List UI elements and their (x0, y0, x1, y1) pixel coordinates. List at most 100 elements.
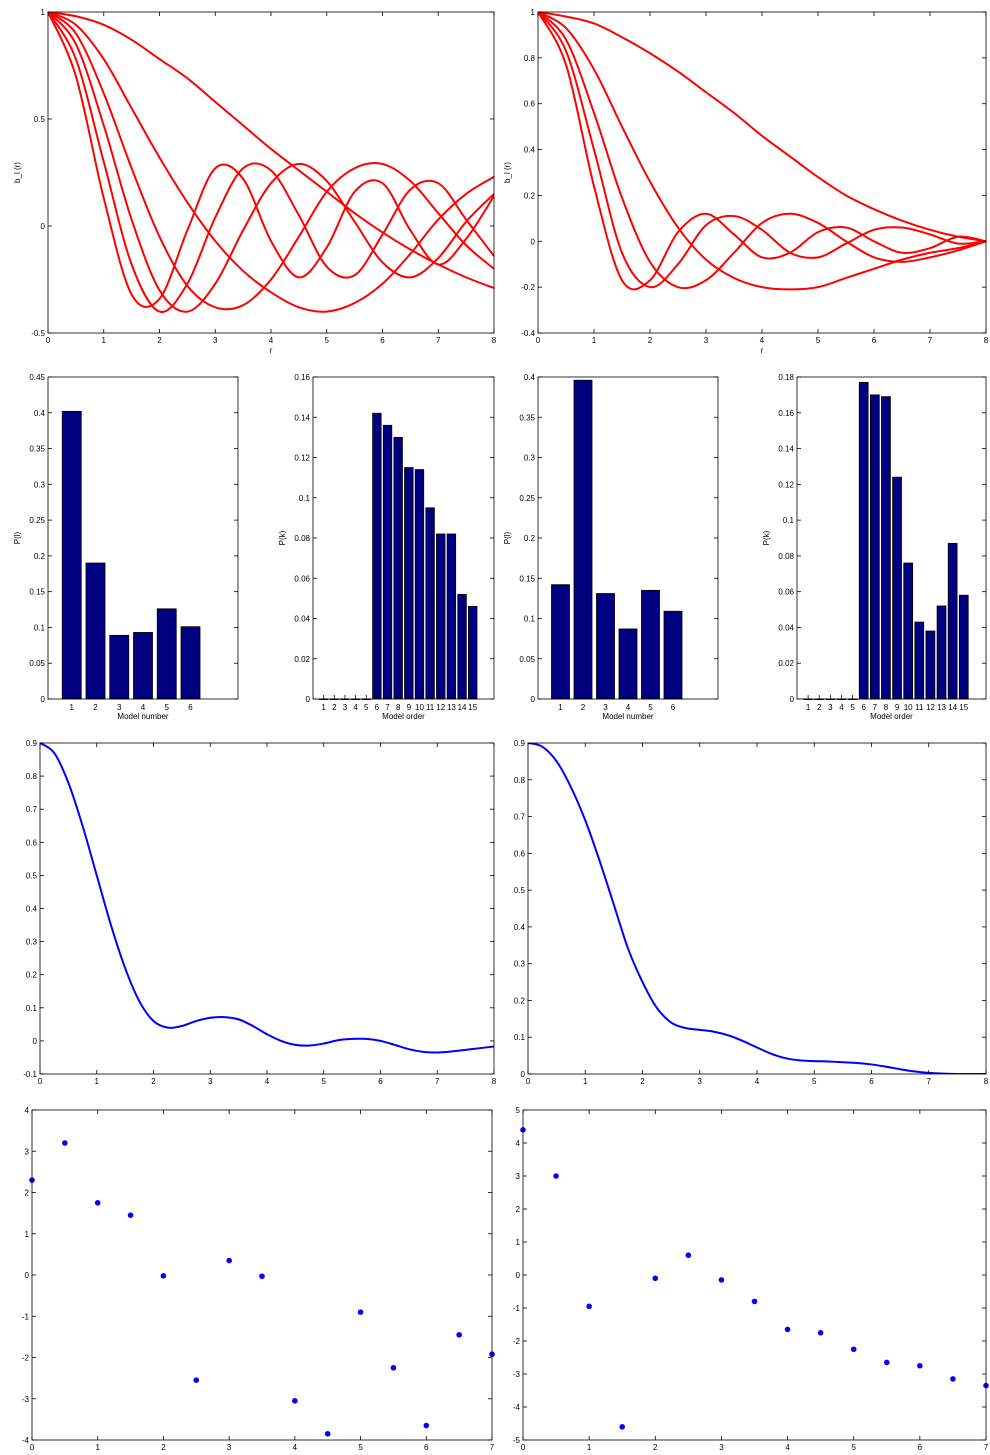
y-tick-label: -2 (22, 1354, 30, 1363)
y-tick-label: 0.25 (519, 494, 535, 503)
x-tick-label: 5 (358, 1443, 363, 1452)
x-tick-label: 2 (93, 703, 98, 712)
y-axis-label: P(l) (503, 531, 512, 544)
axes-frame (527, 742, 987, 1075)
bar (414, 469, 425, 700)
axes-frame (537, 11, 987, 334)
data-point (784, 1326, 791, 1333)
bar (869, 394, 880, 700)
x-tick-label: 5 (851, 1443, 856, 1452)
x-tick-label: 9 (895, 703, 900, 712)
x-tick-label: 9 (407, 703, 412, 712)
series-line-4 (538, 12, 986, 289)
x-tick-label: 5 (816, 336, 821, 345)
x-tick-label: 4 (626, 703, 631, 712)
y-tick-label: 0.9 (514, 739, 526, 748)
x-tick-label: 8 (492, 1077, 497, 1086)
series-line-6 (48, 12, 494, 308)
x-tick-label: 4 (269, 336, 274, 345)
y-tick-label: 0.16 (294, 373, 310, 382)
bar (436, 533, 446, 700)
chart-panel-6: 1 2 3 4 5 6 7 8 9 10 11 12 13 14 1500.020.040.060.080.… (762, 373, 987, 721)
y-tick-label: -0.1 (23, 1070, 37, 1079)
x-axis-label: Model order (870, 712, 913, 721)
chart-panel-9: 0 1 2 3 4 5 6 7 -4 -3 -2 -1 0 1 2 3 4 (22, 1106, 495, 1452)
x-tick-label: 3 (603, 703, 608, 712)
y-tick-label: 0.4 (514, 923, 526, 932)
x-tick-label: 12 (926, 703, 935, 712)
y-tick-label: 0.1 (299, 494, 311, 503)
x-tick-label: 1 (321, 703, 326, 712)
y-tick-label: 0 (25, 1271, 30, 1280)
y-tick-label: 2 (516, 1205, 521, 1214)
y-tick-label: 0.05 (29, 659, 45, 668)
y-tick-label: -1 (22, 1312, 30, 1321)
y-tick-label: 0.7 (26, 805, 38, 814)
x-tick-label: 7 (436, 336, 441, 345)
bar (61, 410, 82, 700)
bar (382, 424, 393, 700)
data-point (357, 1309, 364, 1315)
y-tick-label: 0.3 (514, 960, 526, 969)
y-tick-label: 0 (33, 1037, 38, 1046)
y-tick-label: 0.15 (519, 574, 535, 583)
x-tick-label: 7 (490, 1443, 495, 1452)
x-tick-label: 6 (375, 703, 380, 712)
bar (156, 608, 177, 700)
chart-panel-3: 1 2 3 4 5 6 0 0.05 0.1 0.15 0.2 0.25 0.3 0.35 0.4 0.45 M… (13, 373, 239, 721)
y-tick-label: 0.4 (524, 146, 536, 155)
y-tick-label: 0.3 (34, 480, 46, 489)
y-tick-label: 0.08 (294, 534, 310, 543)
y-tick-label: 0.18 (778, 373, 794, 382)
y-tick-label: 0.1 (514, 1033, 526, 1042)
data-point (62, 1140, 68, 1146)
series-line-2 (538, 12, 986, 291)
bar (936, 605, 947, 700)
bar (109, 634, 130, 700)
x-axis-label: Model number (602, 712, 653, 721)
x-tick-label: 7 (928, 336, 933, 345)
y-tick-label: 0.02 (294, 655, 310, 664)
x-tick-label: 10 (904, 703, 913, 712)
chart-panel-4: 1 2 3 4 5 6 7 8 9 10 11 12 13 14 1500.020.040.060.080.… (278, 373, 495, 721)
x-tick-label: 5 (165, 703, 170, 712)
x-tick-label: 2 (157, 336, 162, 345)
data-point (751, 1298, 758, 1305)
bar (551, 584, 570, 700)
x-tick-label: 4 (293, 1443, 298, 1452)
x-tick-label: 0 (536, 336, 541, 345)
x-tick-label: 1 (806, 703, 811, 712)
y-tick-label: 4 (516, 1139, 521, 1148)
x-tick-label: 12 (436, 703, 445, 712)
x-tick-label: 8 (884, 703, 889, 712)
series-line-3 (48, 12, 494, 311)
bar (133, 632, 153, 700)
x-tick-label: 14 (948, 703, 957, 712)
y-tick-label: 0.8 (26, 772, 38, 781)
x-tick-label: 5 (648, 703, 653, 712)
data-point (456, 1332, 462, 1338)
series-line-4 (48, 12, 494, 313)
y-tick-label: 0.2 (514, 996, 526, 1005)
y-tick-label: 0 (516, 1271, 521, 1280)
data-point (324, 1431, 331, 1437)
x-tick-label: 4 (353, 703, 358, 712)
x-tick-label: 8 (984, 1077, 989, 1086)
x-tick-label: 6 (378, 1077, 383, 1086)
data-point (817, 1329, 824, 1336)
x-tick-label: 6 (918, 1443, 923, 1452)
bar (573, 379, 593, 700)
y-tick-label: 0.7 (514, 813, 526, 822)
x-tick-label: 4 (265, 1077, 270, 1086)
series-line-3 (538, 12, 986, 290)
x-tick-label: 13 (937, 703, 946, 712)
y-tick-label: 0.25 (29, 516, 45, 525)
x-tick-label: 7 (873, 703, 878, 712)
x-tick-label: 5 (850, 703, 855, 712)
data-point (718, 1277, 725, 1283)
chart-panel-8: 0 1 2 3 4 5 6 7 8 0 0.1 0.2 0.3 0.4 0.5 0.6 0.7 0.8 0.9 (514, 739, 989, 1086)
y-tick-label: 0.2 (26, 971, 38, 980)
x-tick-label: 1 (583, 1077, 588, 1086)
